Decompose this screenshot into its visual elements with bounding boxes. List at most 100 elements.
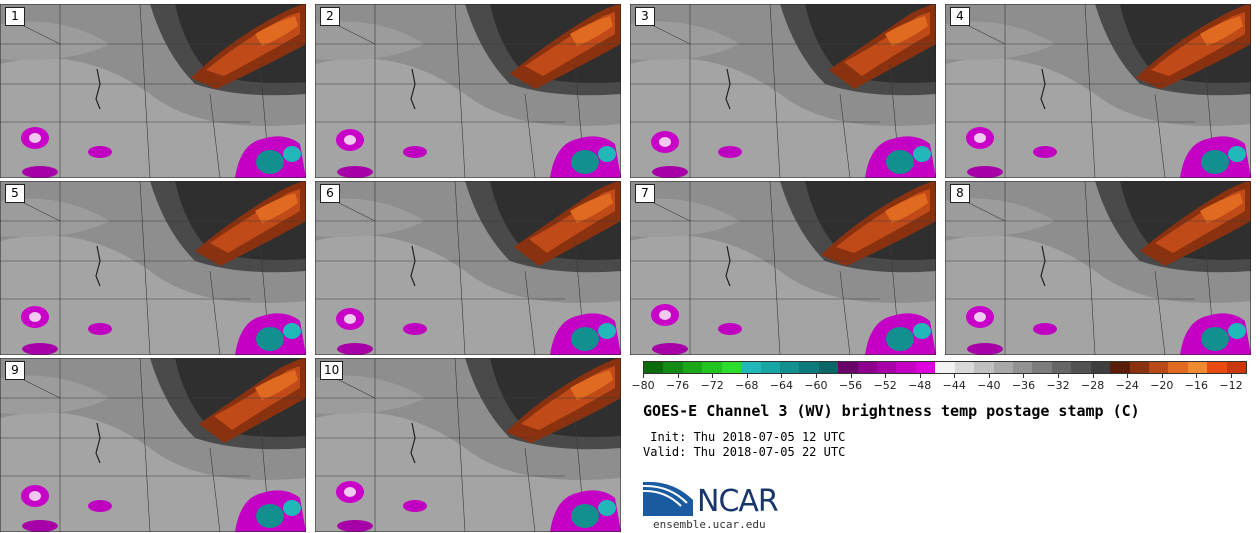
colorbar-tick bbox=[1058, 374, 1060, 378]
colorbar-ticks: −80 −76 −72 −68 −64 −60 −56 −52 −48 −44 −40 −36 −32−… bbox=[631, 374, 1247, 394]
water-vapor-map bbox=[315, 4, 621, 178]
colorbar-tick bbox=[712, 374, 714, 378]
colorbar-tick-label: −28 bbox=[1081, 379, 1105, 392]
colorbar-tick bbox=[988, 374, 990, 378]
colorbar-tick-label: −12 bbox=[1219, 379, 1243, 392]
colorbar-tick-label: −80 bbox=[631, 379, 655, 392]
colorbar-segment bbox=[993, 362, 1014, 373]
panel-member-2: 2 bbox=[315, 4, 621, 178]
colorbar-segment bbox=[1051, 362, 1072, 373]
colorbar-tick-label: −44 bbox=[942, 379, 966, 392]
water-vapor-map bbox=[630, 181, 936, 355]
colorbar-tick-label: −36 bbox=[1011, 379, 1036, 392]
colorbar-segment bbox=[644, 362, 664, 373]
colorbar-segment bbox=[663, 362, 683, 373]
colorbar-segment bbox=[954, 362, 975, 373]
figure-title: GOES-E Channel 3 (WV) brightness temp po… bbox=[643, 402, 1140, 420]
colorbar bbox=[643, 361, 1247, 374]
panel-member-6: 6 bbox=[315, 181, 621, 355]
colorbar-tick-label: −60 bbox=[804, 379, 828, 392]
water-vapor-map bbox=[0, 181, 306, 355]
panel-number-label: 4 bbox=[950, 7, 970, 26]
panel-member-1: 1 bbox=[0, 4, 306, 178]
ncar-logo-icon bbox=[643, 481, 693, 516]
valid-time: Valid: Thu 2018-07-05 22 UTC bbox=[643, 445, 846, 459]
panel-member-4: 4 bbox=[945, 4, 1251, 178]
colorbar-tick-label: −40 bbox=[977, 379, 1001, 392]
colorbar-segment bbox=[935, 362, 955, 373]
panel-number-label: 5 bbox=[5, 184, 25, 203]
water-vapor-map bbox=[0, 4, 306, 178]
colorbar-segment bbox=[1110, 362, 1130, 373]
panel-member-10: 10 bbox=[315, 358, 621, 532]
colorbar-tick-label: −52 bbox=[873, 379, 897, 392]
colorbar-segment bbox=[741, 362, 761, 373]
colorbar-tick-label: −24 bbox=[1115, 379, 1139, 392]
panel-number-label: 2 bbox=[320, 7, 340, 26]
panel-number-label: 7 bbox=[635, 184, 655, 203]
colorbar-segment bbox=[799, 362, 819, 373]
colorbar-segment bbox=[1207, 362, 1227, 373]
colorbar-tick bbox=[954, 374, 956, 378]
ncar-url: ensemble.ucar.edu bbox=[653, 518, 766, 531]
colorbar-segment bbox=[838, 362, 858, 373]
colorbar-segment bbox=[721, 362, 742, 373]
colorbar-tick-label: −56 bbox=[838, 379, 863, 392]
water-vapor-map bbox=[945, 181, 1251, 355]
colorbar-tick bbox=[1161, 374, 1163, 378]
colorbar-tick-label: −20 bbox=[1150, 379, 1174, 392]
panel-member-7: 7 bbox=[630, 181, 936, 355]
colorbar-tick-label: −48 bbox=[908, 379, 932, 392]
colorbar-segment bbox=[760, 362, 780, 373]
colorbar-segment bbox=[702, 362, 722, 373]
colorbar-segment bbox=[1187, 362, 1208, 373]
colorbar-tick bbox=[885, 374, 887, 378]
colorbar-tick-label: −32 bbox=[1046, 379, 1070, 392]
ncar-logo-text: NCAR bbox=[697, 484, 779, 519]
colorbar-segment bbox=[1148, 362, 1169, 373]
panel-number-label: 10 bbox=[320, 361, 344, 380]
colorbar-segment bbox=[1129, 362, 1149, 373]
panel-member-5: 5 bbox=[0, 181, 306, 355]
colorbar-segment bbox=[877, 362, 897, 373]
panel-number-label: 1 bbox=[5, 7, 25, 26]
colorbar-segment bbox=[1013, 362, 1033, 373]
colorbar-segment bbox=[1168, 362, 1188, 373]
colorbar-tick bbox=[643, 374, 644, 378]
colorbar-segment bbox=[1071, 362, 1091, 373]
panel-member-3: 3 bbox=[630, 4, 936, 178]
colorbar-tick bbox=[850, 374, 852, 378]
colorbar-segment bbox=[974, 362, 994, 373]
colorbar-tick bbox=[746, 374, 748, 378]
colorbar-segment bbox=[915, 362, 936, 373]
colorbar-tick bbox=[781, 374, 783, 378]
colorbar-tick bbox=[1092, 374, 1094, 378]
water-vapor-map bbox=[630, 4, 936, 178]
colorbar-segment bbox=[779, 362, 800, 373]
colorbar-tick-label: −64 bbox=[769, 379, 793, 392]
colorbar-segment bbox=[1226, 362, 1247, 373]
colorbar-segment bbox=[682, 362, 703, 373]
panel-number-label: 9 bbox=[5, 361, 25, 380]
colorbar-segment bbox=[896, 362, 916, 373]
panel-number-label: 6 bbox=[320, 184, 340, 203]
colorbar-tick bbox=[677, 374, 679, 378]
panel-member-8: 8 bbox=[945, 181, 1251, 355]
panel-number-label: 8 bbox=[950, 184, 970, 203]
colorbar-tick bbox=[1231, 374, 1232, 378]
init-time: Init: Thu 2018-07-05 12 UTC bbox=[643, 430, 846, 444]
colorbar-tick bbox=[1196, 374, 1198, 378]
colorbar-tick bbox=[815, 374, 817, 378]
colorbar-segment bbox=[1090, 362, 1111, 373]
colorbar-segment bbox=[818, 362, 839, 373]
colorbar-tick-label: −72 bbox=[700, 379, 724, 392]
water-vapor-map bbox=[0, 358, 306, 532]
colorbar-tick-label: −68 bbox=[735, 379, 759, 392]
water-vapor-map bbox=[315, 358, 621, 532]
colorbar-segment bbox=[1032, 362, 1052, 373]
water-vapor-map bbox=[315, 181, 621, 355]
colorbar-tick bbox=[1127, 374, 1129, 378]
panel-member-9: 9 bbox=[0, 358, 306, 532]
panel-number-label: 3 bbox=[635, 7, 655, 26]
colorbar-tick-label: −16 bbox=[1184, 379, 1209, 392]
